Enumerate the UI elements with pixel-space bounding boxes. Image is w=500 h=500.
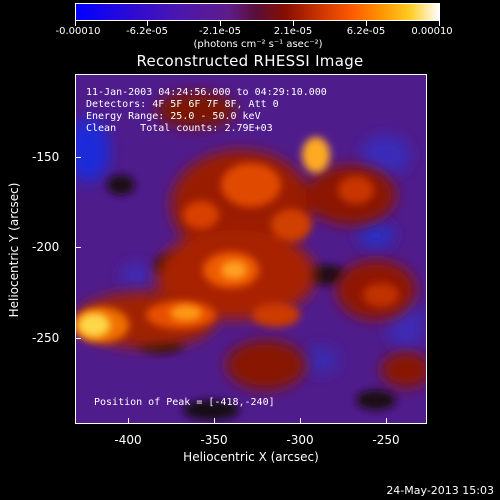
y-axis-label: Heliocentric Y (arcsec) xyxy=(7,182,21,318)
colorbar xyxy=(75,3,440,26)
colorbar-tick xyxy=(147,21,148,26)
peak-flux-regions xyxy=(78,137,330,337)
detectors-text: Detectors: 4F 5F 6F 7F 8F, Att 0 xyxy=(86,99,279,110)
energy-range-text: Energy Range: 25.0 - 50.0 keV xyxy=(86,111,261,122)
rhessi-image-canvas xyxy=(76,75,426,423)
x-tick-label: -400 xyxy=(114,433,142,447)
x-tick-mark xyxy=(214,418,215,424)
x-tick-label: -350 xyxy=(200,433,228,447)
y-tick-label: -150 xyxy=(32,150,60,164)
colorbar-tick-label: -2.1e-05 xyxy=(199,26,241,37)
colorbar-tick xyxy=(293,21,294,26)
y-tick-label: -250 xyxy=(32,331,60,345)
x-axis-label: Heliocentric X (arcsec) xyxy=(183,450,319,464)
colorbar-units: (photons cm⁻² s⁻¹ asec⁻²) xyxy=(193,39,323,50)
colorbar-tick xyxy=(439,21,440,26)
x-tick-label: -300 xyxy=(286,433,314,447)
colorbar-tick-label: 0.00010 xyxy=(411,26,453,37)
negative-flux-regions xyxy=(76,118,424,374)
colorbar-tick-label: -0.00010 xyxy=(55,26,101,37)
colorbar-tick xyxy=(366,21,367,26)
colorbar-gradient xyxy=(75,3,440,21)
x-tick-mark xyxy=(128,418,129,424)
x-tick-mark xyxy=(300,418,301,424)
y-tick-mark xyxy=(75,338,81,339)
colorbar-tick-label: 2.1e-05 xyxy=(273,26,313,37)
time-range-text: 11-Jan-2003 04:24:56.000 to 04:29:10.000 xyxy=(86,87,327,98)
y-tick-mark xyxy=(75,247,81,248)
rhessi-image: 11-Jan-2003 04:24:56.000 to 04:29:10.000… xyxy=(75,74,427,424)
colorbar-tick-label: -6.2e-05 xyxy=(126,26,168,37)
y-tick-label: -200 xyxy=(32,240,60,254)
colorbar-tick xyxy=(220,21,221,26)
peak-position-text: Position of Peak = [-418,-240] xyxy=(94,397,275,408)
colorbar-tick xyxy=(75,21,76,26)
colorbar-tick-label: 6.2e-05 xyxy=(346,26,386,37)
y-tick-mark xyxy=(75,157,81,158)
x-tick-mark xyxy=(386,418,387,424)
clean-counts-text: Clean Total counts: 2.79E+03 xyxy=(86,123,273,134)
plot-timestamp: 24-May-2013 15:03 xyxy=(386,484,494,497)
image-title: Reconstructed RHESSI Image xyxy=(136,52,364,70)
x-tick-label: -250 xyxy=(372,433,400,447)
